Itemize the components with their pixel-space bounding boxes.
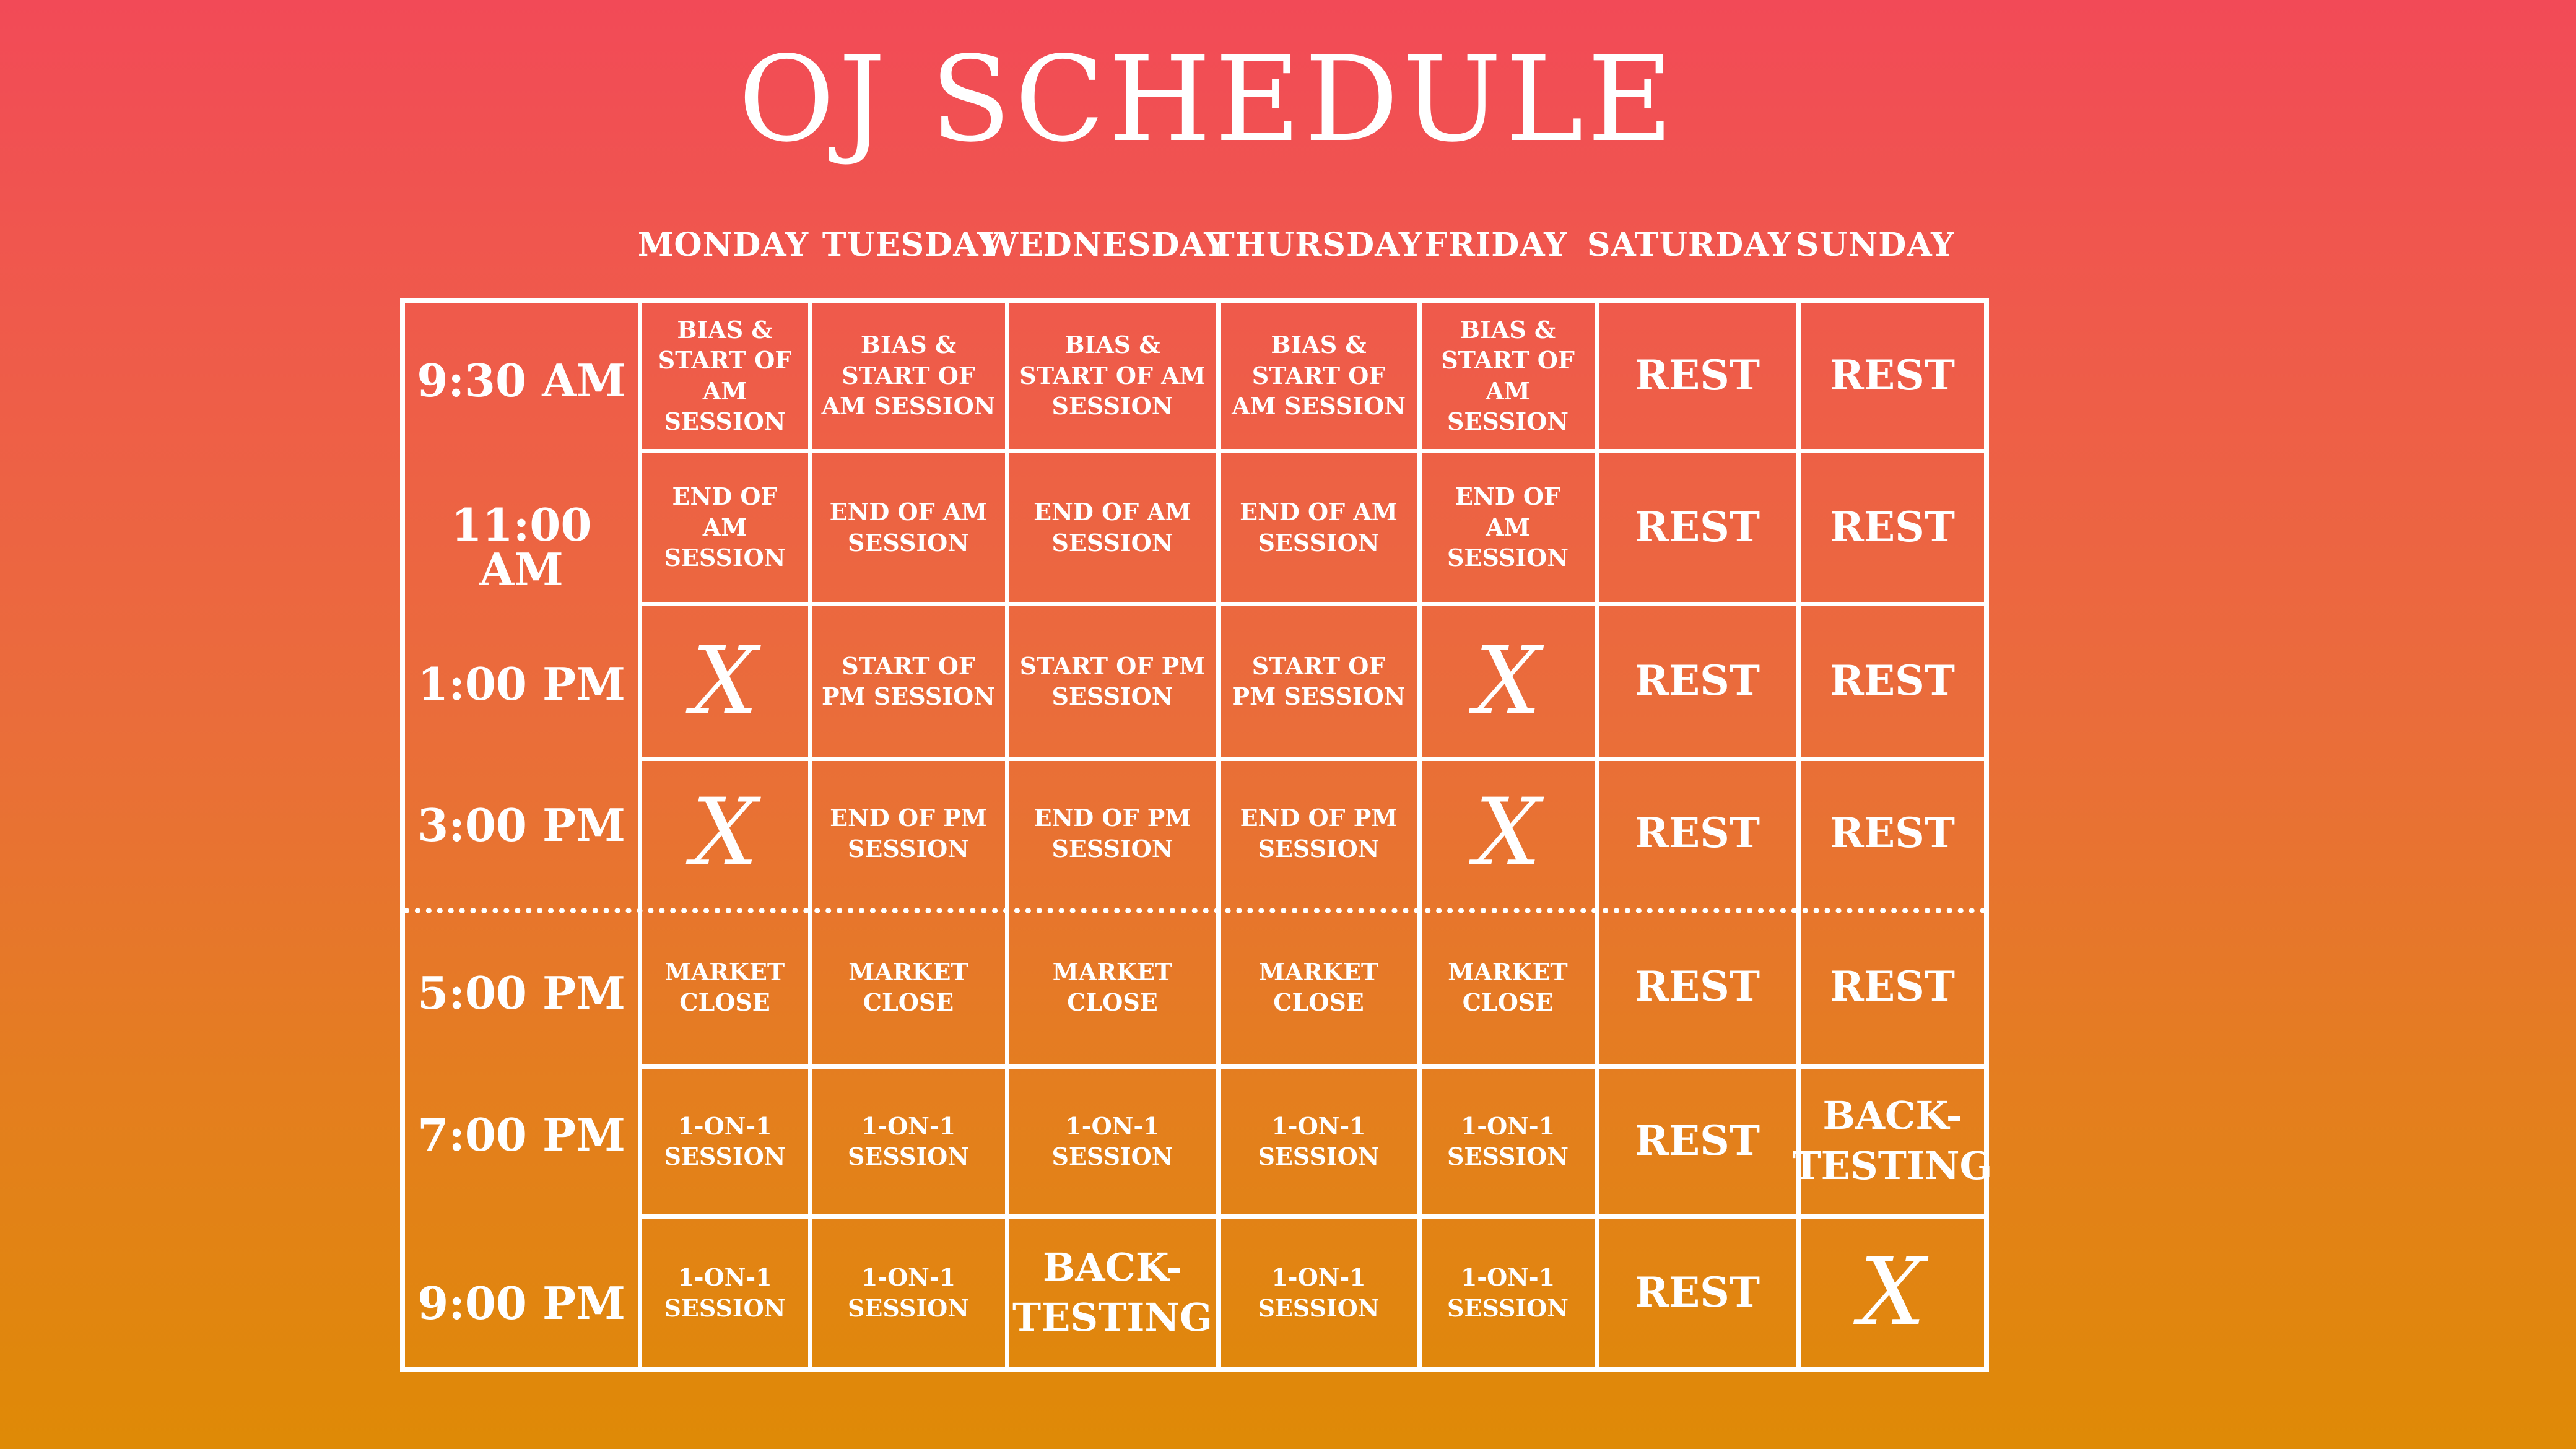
schedule-cell: 1-ON-1 SESSION <box>664 1112 786 1170</box>
grid-hline <box>640 449 1986 453</box>
day-header-thursday: THURSDAY <box>1211 226 1422 264</box>
schedule-cell: REST <box>1635 1116 1760 1165</box>
grid-hline <box>640 1214 1986 1219</box>
grid-vline <box>1005 300 1009 1369</box>
schedule-cell: END OF PM SESSION <box>1240 804 1398 863</box>
grid-vline <box>1796 300 1801 1369</box>
empty-slot-cell: X <box>692 779 758 887</box>
schedule-cell: 1-ON-1 SESSION <box>664 1263 786 1322</box>
schedule-cell: END OF PM SESSION <box>1033 804 1191 863</box>
schedule-cell: REST <box>1635 502 1760 551</box>
schedule-cell: END OF AM SESSION <box>829 498 988 557</box>
time-label: 1:00 PM <box>417 658 625 710</box>
day-header-sunday: SUNDAY <box>1795 226 1955 264</box>
schedule-cell: END OF AM SESSION <box>1447 482 1569 572</box>
schedule-cell: REST <box>1635 962 1760 1011</box>
schedule-cell: START OF PM SESSION <box>822 651 995 710</box>
time-label: 7:00 PM <box>417 1108 625 1161</box>
schedule-cell: 1-ON-1 SESSION <box>847 1263 970 1322</box>
schedule-cell: 1-ON-1 SESSION <box>1051 1112 1173 1170</box>
schedule-cell: MARKET CLOSE <box>1052 957 1173 1016</box>
schedule-cell: 1-ON-1 SESSION <box>1258 1112 1380 1170</box>
time-label: 11:00 AM <box>451 498 592 596</box>
schedule-cell: REST <box>1830 656 1955 705</box>
schedule-cell: BIAS & START OF AM SESSION <box>1441 315 1575 435</box>
schedule-cell: START OF PM SESSION <box>1232 651 1406 710</box>
empty-slot-cell: X <box>1474 779 1541 887</box>
day-header-tuesday: TUESDAY <box>822 226 1001 264</box>
schedule-cell: BIAS & START OF AM SESSION <box>1232 331 1406 420</box>
page-title: OJ SCHEDULE <box>738 31 1677 168</box>
schedule-cell: START OF PM SESSION <box>1019 651 1206 710</box>
schedule-cell: MARKET CLOSE <box>1448 957 1568 1016</box>
schedule-cell: REST <box>1635 656 1760 705</box>
day-header-saturday: SATURDAY <box>1586 226 1792 264</box>
day-header-friday: FRIDAY <box>1424 226 1568 264</box>
schedule-cell: REST <box>1635 1268 1760 1316</box>
time-label: 9:00 PM <box>417 1277 625 1329</box>
grid-vline <box>1216 300 1221 1369</box>
grid-vline <box>808 300 812 1369</box>
grid-vline <box>1417 300 1422 1369</box>
empty-slot-cell: X <box>1859 1238 1926 1346</box>
dotted-divider <box>404 908 1986 913</box>
schedule-cell: REST <box>1635 808 1760 857</box>
time-label: 3:00 PM <box>417 799 625 851</box>
schedule-grid <box>400 298 1989 1372</box>
schedule-cell: REST <box>1830 808 1955 857</box>
schedule-cell: BIAS & START OF AM SESSION <box>658 315 792 435</box>
schedule-cell: BIAS & START OF AM SESSION <box>821 331 996 420</box>
schedule-cell: MARKET CLOSE <box>664 957 785 1016</box>
schedule-cell: END OF PM SESSION <box>830 804 987 863</box>
schedule-cell: BACK-TESTING <box>1792 1093 1993 1188</box>
grid-vline <box>638 300 642 1369</box>
empty-slot-cell: X <box>1474 627 1541 735</box>
grid-vline <box>1595 300 1599 1369</box>
schedule-cell: BACK-TESTING <box>1012 1244 1212 1340</box>
day-header-monday: MONDAY <box>637 226 809 264</box>
schedule-cell: BIAS & START OF AM SESSION <box>1019 331 1206 420</box>
grid-hline <box>640 757 1986 761</box>
schedule-cell: REST <box>1830 502 1955 551</box>
schedule-cell: REST <box>1635 350 1760 399</box>
schedule-cell: 1-ON-1 SESSION <box>1258 1263 1380 1322</box>
empty-slot-cell: X <box>692 627 758 735</box>
schedule-cell: MARKET CLOSE <box>848 957 968 1016</box>
schedule-cell: 1-ON-1 SESSION <box>847 1112 970 1170</box>
time-label: 5:00 PM <box>417 967 625 1019</box>
schedule-cell: END OF AM SESSION <box>664 482 786 572</box>
grid-hline <box>640 602 1986 606</box>
schedule-cell: END OF AM SESSION <box>1033 498 1191 557</box>
schedule-cell: 1-ON-1 SESSION <box>1447 1263 1569 1322</box>
schedule-cell: 1-ON-1 SESSION <box>1447 1112 1569 1170</box>
schedule-cell: REST <box>1830 962 1955 1011</box>
schedule-cell: REST <box>1830 350 1955 399</box>
schedule-cell: MARKET CLOSE <box>1258 957 1379 1016</box>
time-label: 9:30 AM <box>417 354 626 407</box>
day-header-wednesday: WEDNESDAY <box>981 226 1228 264</box>
schedule-cell: END OF AM SESSION <box>1240 498 1398 557</box>
grid-hline <box>640 1064 1986 1069</box>
